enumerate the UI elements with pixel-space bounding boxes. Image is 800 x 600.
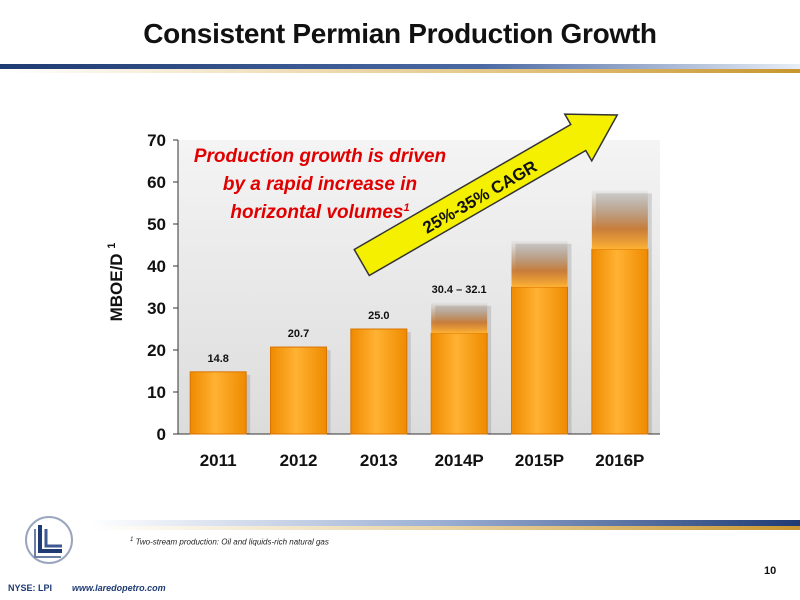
y-tick-label: 30 (147, 299, 166, 318)
plot-area (178, 140, 660, 434)
bar-fade-2014P (431, 302, 488, 334)
x-tick-label: 2013 (360, 451, 398, 470)
slide-title: Consistent Permian Production Growth (143, 18, 657, 49)
annotation-line: by a rapid increase in (223, 174, 417, 195)
footnote-text: Two-stream production: Oil and liquids-r… (135, 537, 329, 547)
y-tick-label: 0 (157, 425, 166, 444)
data-label: 20.7 (288, 328, 309, 340)
bar-2015P (511, 286, 568, 435)
y-tick-label: 10 (147, 383, 166, 402)
bottom-divider-stripe (90, 520, 800, 530)
bar-2012 (270, 346, 327, 435)
footnote: 1 Two-stream production: Oil and liquids… (130, 537, 329, 547)
bar-2016P (591, 248, 649, 435)
y-tick-label: 40 (147, 257, 166, 276)
data-label: 30.4 – 32.1 (432, 284, 487, 296)
production-chart: 0 10 20 30 40 50 60 70 MBOE/D 1 2011 14.8 2012 20.7 2… (106, 113, 660, 470)
bar-2011 (189, 371, 247, 435)
company-website-link[interactable]: www.laredopetro.com (72, 583, 166, 593)
page-number: 10 (764, 565, 777, 577)
arrow-shape (353, 113, 619, 277)
bar-2013 (350, 328, 408, 435)
x-tick-label: 2011 (200, 451, 237, 470)
data-label: 14.8 (207, 353, 228, 365)
annotation-line: horizontal volumes1 (230, 202, 409, 223)
x-tick-label: 2016P (595, 451, 644, 470)
y-axis-label: MBOE/D 1 (106, 243, 126, 322)
x-tick-label: 2012 (280, 451, 318, 470)
bar-fade-2015P (511, 240, 568, 287)
y-tick-label: 60 (147, 173, 166, 192)
x-tick-label: 2015P (515, 451, 564, 470)
company-logo-icon (25, 516, 73, 564)
bar-fade-2016P (591, 190, 648, 250)
top-divider-stripe (0, 64, 800, 73)
footnote-marker: 1 (130, 537, 134, 543)
y-tick-label: 50 (147, 215, 166, 234)
x-tick-label: 2014P (435, 451, 484, 470)
ticker-symbol: NYSE: LPI (8, 583, 53, 593)
bar-2014P (430, 332, 488, 435)
data-label: 25.0 (368, 310, 389, 322)
annotation-line: Production growth is driven (194, 146, 446, 167)
y-tick-label: 70 (147, 131, 166, 150)
y-tick-label: 20 (147, 341, 166, 360)
